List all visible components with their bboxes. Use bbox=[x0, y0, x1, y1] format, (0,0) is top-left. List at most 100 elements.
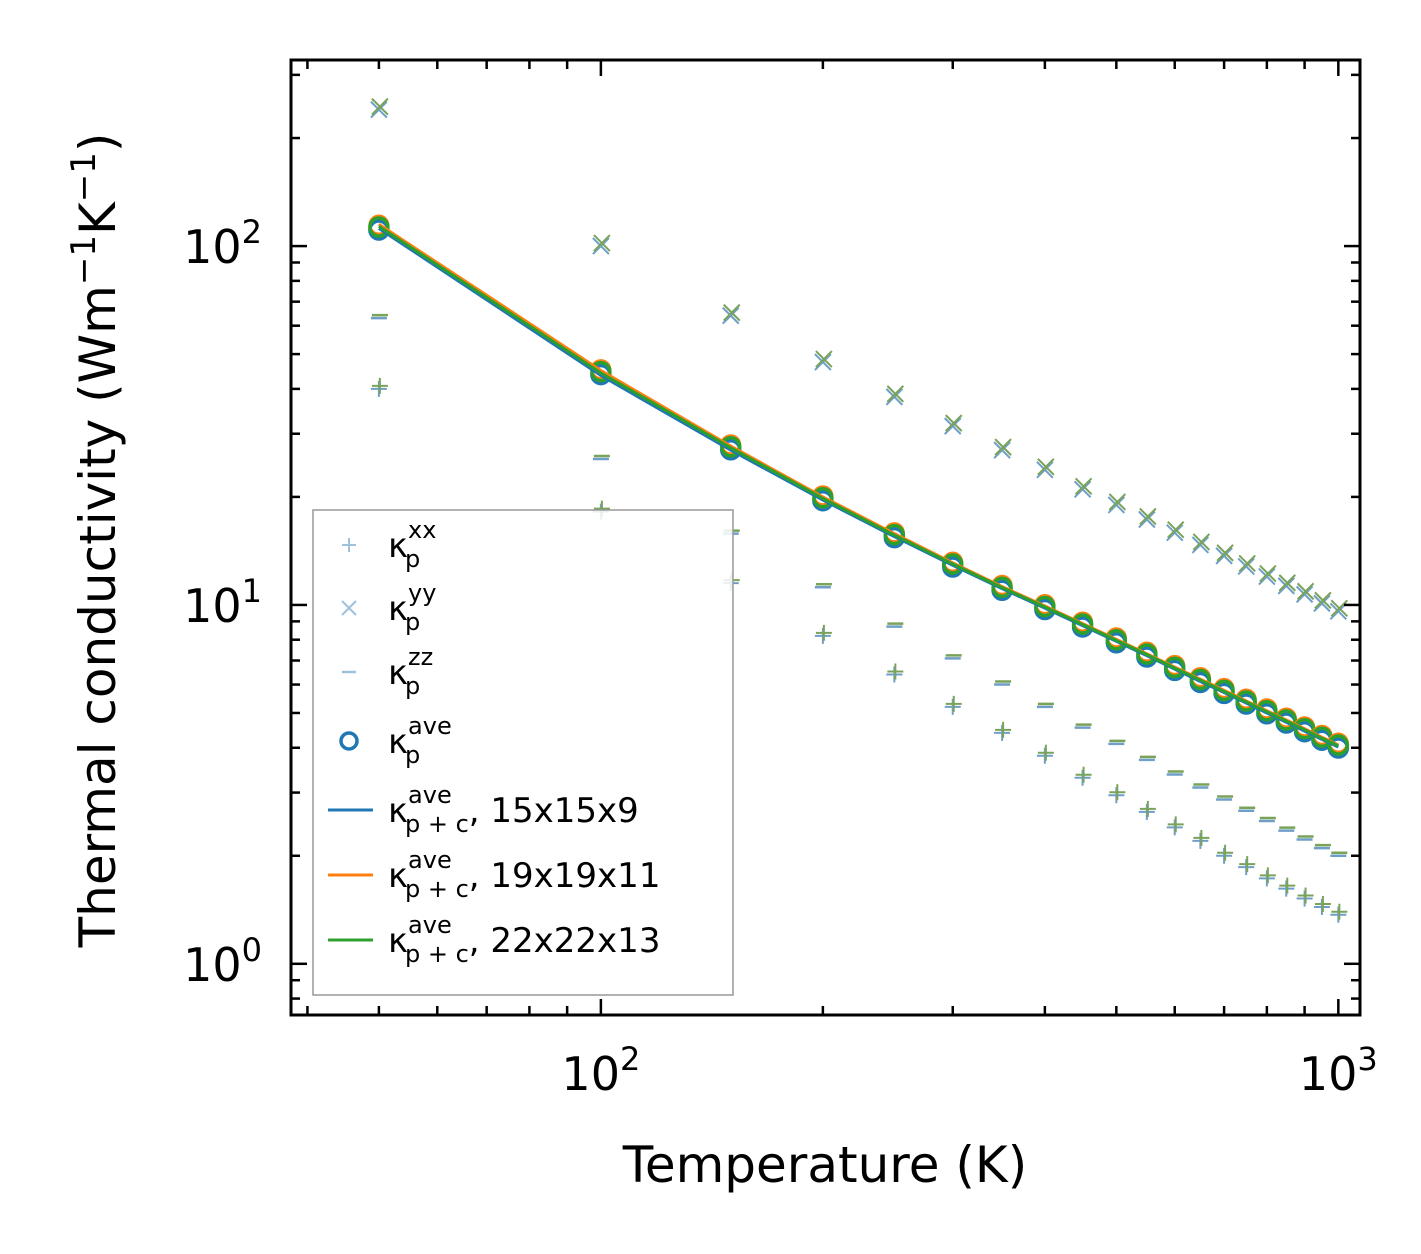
kave-p-point-11-green bbox=[1163, 656, 1186, 679]
x-tick-label-base-1: 10 bbox=[1299, 1047, 1358, 1101]
legend-entry-4: κave p + c, 15x15x9 bbox=[328, 781, 639, 838]
legend-label-base-1: κ bbox=[388, 589, 408, 629]
kave-p-point-13-green bbox=[1213, 679, 1235, 702]
legend-label-tail-6: , 22x22x13 bbox=[469, 921, 661, 961]
legend-label-sub-5: p + c bbox=[405, 875, 469, 903]
y-axis-title: Thermal conductivity (Wm−1K−1) bbox=[64, 133, 127, 949]
kave-p-point-0-green bbox=[368, 216, 390, 238]
kyy-point-2-a-b bbox=[722, 306, 740, 325]
x-tick-label-base-0: 10 bbox=[561, 1047, 620, 1101]
kyy-point-1-a-b bbox=[592, 237, 610, 255]
kyy-point-19-b-b bbox=[1330, 599, 1349, 618]
kave-p-point-4-green bbox=[883, 523, 906, 546]
kyy-point-15-a-b bbox=[1258, 567, 1276, 586]
x-tick-label-1: 103 bbox=[1299, 1040, 1378, 1101]
kyy-point-0-b-b bbox=[371, 97, 389, 116]
legend-entry-6: κave p + c, 22x22x13 bbox=[328, 911, 660, 968]
kave-p-point-17-green bbox=[1293, 717, 1316, 740]
line-kave_pc_22 bbox=[378, 225, 1339, 748]
legend-label-sup-3: ave bbox=[408, 712, 452, 740]
legend-label-sub-0: p bbox=[405, 545, 420, 573]
x-tick-label-exp-0: 2 bbox=[620, 1040, 640, 1078]
kyy-point-16-b-b bbox=[1278, 574, 1296, 592]
kyy-point-13-a-b bbox=[1215, 547, 1233, 565]
kyy-point-5-b-b bbox=[945, 414, 963, 432]
legend-swatch-1-b bbox=[341, 600, 357, 616]
kyy-point-14-b-b bbox=[1238, 554, 1256, 573]
y-tick-label-exp-2: 2 bbox=[242, 213, 262, 251]
kave-p-point-19-green bbox=[1327, 734, 1350, 756]
kave-p-point-6-green bbox=[991, 576, 1013, 599]
y-tick-label-base-2: 10 bbox=[183, 220, 242, 274]
legend-label-tail-5: , 19x19x11 bbox=[469, 856, 661, 896]
kyy-point-3-b-b bbox=[815, 350, 833, 368]
plot-frame bbox=[289, 58, 1362, 1017]
legend-label-base-2: κ bbox=[388, 653, 408, 693]
kyy-point-14-a-b bbox=[1237, 557, 1255, 576]
kyy-point-10-a-b bbox=[1138, 510, 1156, 529]
kyy-point-17-b-b bbox=[1296, 582, 1315, 601]
kave-p-point-12-green bbox=[1189, 668, 1212, 691]
legend-swatch-3 bbox=[339, 731, 359, 751]
kyy-point-7-b-b bbox=[1037, 458, 1055, 476]
legend-label-sup-5: ave bbox=[408, 846, 452, 874]
kave-p-point-15-green bbox=[1256, 700, 1278, 722]
y-tick-label-exp-0: 0 bbox=[242, 931, 262, 969]
kyy-point-8-a-b bbox=[1073, 480, 1092, 499]
kyy-point-3-a-b bbox=[814, 353, 832, 371]
legend-label-0: κxx p bbox=[388, 516, 436, 573]
kyy-point-12-a-b bbox=[1191, 536, 1210, 554]
legend-label-1: κyy p bbox=[388, 579, 436, 636]
legend-label-sub-3: p bbox=[405, 741, 420, 769]
legend-label-6: κave p + c, 22x22x13 bbox=[388, 911, 660, 968]
legend-label-sub-2: p bbox=[405, 672, 420, 700]
kave-p-point-16-green bbox=[1275, 709, 1298, 731]
y-tick-label-1: 101 bbox=[183, 572, 262, 633]
legend-label-base-3: κ bbox=[388, 722, 408, 762]
legend-label-4: κave p + c, 15x15x9 bbox=[388, 781, 639, 838]
legend-label-base-5: κ bbox=[388, 856, 408, 896]
legend-entry-3: κave p bbox=[339, 712, 452, 769]
legend-label-sub-6: p + c bbox=[405, 940, 469, 968]
kyy-point-9-a-b bbox=[1107, 496, 1126, 514]
kave-p-point-10-green bbox=[1136, 643, 1158, 665]
kyy-point-18-b-b bbox=[1314, 591, 1332, 610]
kyy-point-5-a-b bbox=[944, 417, 962, 435]
kave-p-point-2-green bbox=[719, 435, 742, 458]
kyy-point-10-b-b bbox=[1139, 507, 1157, 526]
y-tick-label-0: 100 bbox=[183, 931, 262, 992]
legend-label-base-6: κ bbox=[388, 921, 408, 961]
x-tick-label-0: 102 bbox=[561, 1040, 640, 1101]
x-tick-label-exp-1: 3 bbox=[1357, 1040, 1377, 1078]
y-tick-label-exp-1: 1 bbox=[242, 572, 262, 610]
kyy-point-11-a-b bbox=[1166, 523, 1184, 542]
kyy-point-6-a-b bbox=[993, 441, 1011, 459]
legend-label-sup-0: xx bbox=[408, 516, 436, 544]
legend-label-2: κzz p bbox=[388, 643, 433, 700]
legend-label-sup-1: yy bbox=[408, 579, 436, 607]
legend-entry-5: κave p + c, 19x19x11 bbox=[328, 846, 660, 903]
kave-p-point-7-green bbox=[1034, 595, 1056, 618]
kyy-point-15-b-b bbox=[1259, 564, 1277, 583]
kyy-point-8-b-b bbox=[1074, 477, 1093, 496]
kyy-point-18-a-b bbox=[1313, 594, 1331, 613]
legend-entry-2: κzz p bbox=[342, 643, 433, 700]
series-kyy bbox=[370, 97, 1349, 621]
legend-label-sup-6: ave bbox=[408, 911, 452, 939]
kyy-point-0-a-b bbox=[370, 100, 388, 119]
kyy-point-11-b-b bbox=[1167, 520, 1185, 539]
legend-entry-1: κyy p bbox=[341, 579, 436, 636]
kyy-point-1-b-b bbox=[593, 234, 611, 252]
y-tick-label-base-1: 10 bbox=[183, 579, 242, 633]
kyy-point-17-a-b bbox=[1295, 585, 1314, 604]
kave-p-point-5-green bbox=[941, 553, 964, 575]
kyy-point-13-b-b bbox=[1216, 544, 1234, 562]
kave-p-point-3-green bbox=[812, 486, 834, 509]
legend-label-3: κave p bbox=[388, 712, 452, 769]
kave-p-point-9-green bbox=[1105, 628, 1128, 651]
legend-label-5: κave p + c, 19x19x11 bbox=[388, 846, 660, 903]
legend-label-sup-4: ave bbox=[408, 781, 452, 809]
legend-label-sub-1: p bbox=[405, 608, 420, 636]
kave-p-point-14-green bbox=[1235, 690, 1257, 712]
